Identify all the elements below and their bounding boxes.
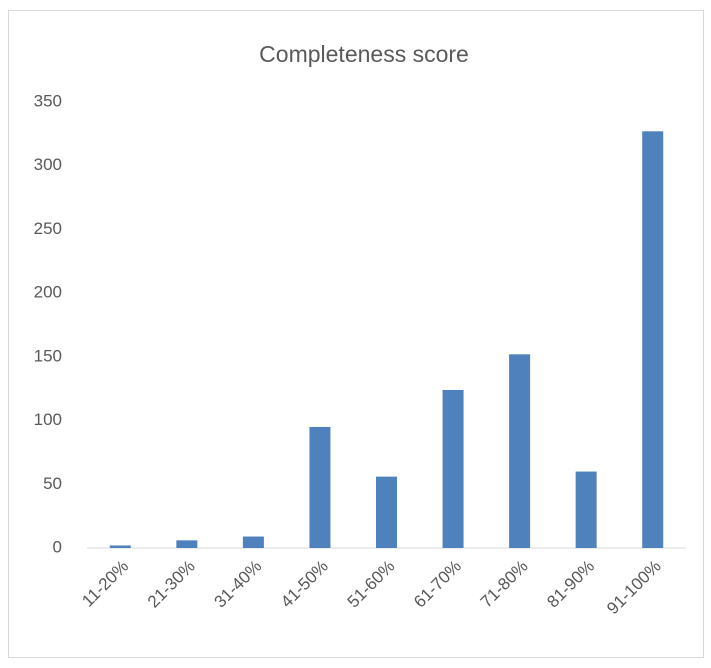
chart-title: Completeness score [259,41,469,67]
y-tick-label: 0 [53,537,62,556]
bar [642,131,664,548]
y-tick-label: 350 [34,91,62,110]
chart-border [8,10,704,658]
y-tick-label: 50 [43,474,62,493]
y-tick-label: 200 [34,283,62,302]
y-tick-label: 150 [34,346,62,365]
y-tick-label: 300 [34,155,62,174]
bar [242,536,264,548]
bar [376,476,397,548]
bar [509,354,531,548]
bar [442,389,464,548]
y-tick-label: 250 [34,219,62,238]
y-tick-label: 100 [34,410,62,429]
bar [575,471,597,548]
bar [109,545,131,548]
bar [176,540,198,548]
bar [309,426,331,548]
